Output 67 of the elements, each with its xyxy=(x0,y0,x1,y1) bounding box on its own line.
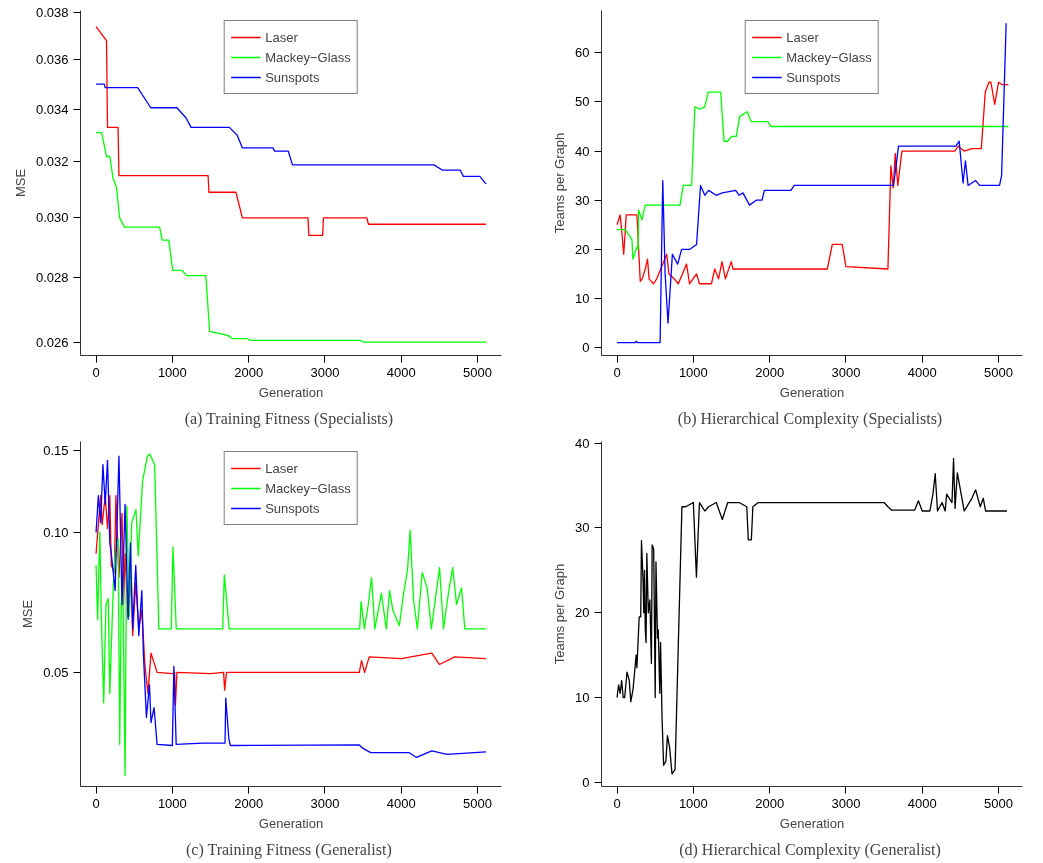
legend-label: Sunspots xyxy=(265,500,320,516)
x-axis-title: Generation xyxy=(258,815,324,831)
y-tick-label: 20 xyxy=(575,241,590,257)
x-tick-label: 0 xyxy=(92,795,100,811)
y-tick-label: 20 xyxy=(575,605,590,621)
y-tick-label: 0.038 xyxy=(35,5,69,21)
legend-label: Laser xyxy=(265,29,298,45)
x-tick-label: 5000 xyxy=(984,795,1014,811)
legend-label: Laser xyxy=(786,29,819,45)
x-tick-label: 2000 xyxy=(234,795,264,811)
y-tick-label: 0.034 xyxy=(35,101,69,117)
x-tick-label: 2000 xyxy=(755,795,785,811)
x-tick-label: 1000 xyxy=(157,364,187,380)
y-tick-label: 40 xyxy=(575,435,590,451)
y-tick-label: 50 xyxy=(575,94,590,110)
x-tick-label: 1000 xyxy=(678,364,708,380)
legend-label: Sunspots xyxy=(265,69,320,85)
x-tick-label: 4000 xyxy=(386,795,416,811)
x-tick-label: 1000 xyxy=(678,795,708,811)
x-tick-label: 3000 xyxy=(831,795,861,811)
legend-label: Laser xyxy=(265,460,298,476)
x-tick-label: 5000 xyxy=(463,795,493,811)
y-tick-label: 0.15 xyxy=(43,443,69,459)
y-tick-label: 0.032 xyxy=(35,154,69,170)
y-axis-title: Teams per Graph xyxy=(552,132,568,234)
x-axis-title: Generation xyxy=(779,815,845,831)
x-tick-label: 3000 xyxy=(310,364,340,380)
x-tick-label: 2000 xyxy=(755,364,785,380)
y-tick-label: 0.026 xyxy=(35,334,69,350)
y-tick-label: 0.030 xyxy=(35,210,69,226)
legend-label: Mackey−Glass xyxy=(265,480,351,496)
y-axis-title: MSE xyxy=(12,168,28,198)
x-tick-label: 0 xyxy=(613,795,621,811)
y-tick-label: 0 xyxy=(582,774,590,790)
text: (b) Hierarchical Complexity (Specialists) xyxy=(677,409,943,428)
y-tick-label: 10 xyxy=(575,690,590,705)
y-axis-title: Teams per Graph xyxy=(552,563,568,665)
x-axis-title: Generation xyxy=(779,384,845,400)
y-tick-label: 0.05 xyxy=(43,664,69,680)
y-tick-label: 0 xyxy=(582,340,590,356)
y-tick-label: 30 xyxy=(575,192,590,208)
x-tick-label: 3000 xyxy=(831,364,861,380)
y-tick-label: 10 xyxy=(575,290,590,306)
x-tick-label: 0 xyxy=(613,364,621,380)
x-tick-label: 5000 xyxy=(984,364,1014,380)
x-tick-label: 2000 xyxy=(234,364,264,380)
x-axis-title: Generation xyxy=(258,384,324,400)
text: (c) Training Fitness (Generalist) xyxy=(185,840,392,859)
text: (a) Training Fitness (Specialists) xyxy=(184,409,394,428)
y-tick-label: 0.028 xyxy=(35,270,69,286)
y-tick-label: 40 xyxy=(575,143,590,159)
legend-label: Mackey−Glass xyxy=(786,49,872,65)
x-tick-label: 4000 xyxy=(907,364,937,380)
y-tick-label: 60 xyxy=(575,45,590,61)
legend-label: Mackey−Glass xyxy=(265,49,351,65)
legend-label: Sunspots xyxy=(786,69,841,85)
y-tick-label: 30 xyxy=(575,520,590,536)
y-axis-title: MSE xyxy=(20,599,36,629)
x-tick-label: 3000 xyxy=(310,795,340,811)
y-tick-label: 0.036 xyxy=(35,52,69,68)
x-tick-label: 0 xyxy=(92,364,100,380)
x-tick-label: 4000 xyxy=(907,795,937,811)
x-tick-label: 1000 xyxy=(157,795,187,811)
x-tick-label: 5000 xyxy=(463,364,493,380)
y-tick-label: 0.10 xyxy=(43,525,69,541)
text: (d) Hierarchical Complexity (Generalist) xyxy=(679,840,941,859)
x-tick-label: 4000 xyxy=(386,364,416,380)
